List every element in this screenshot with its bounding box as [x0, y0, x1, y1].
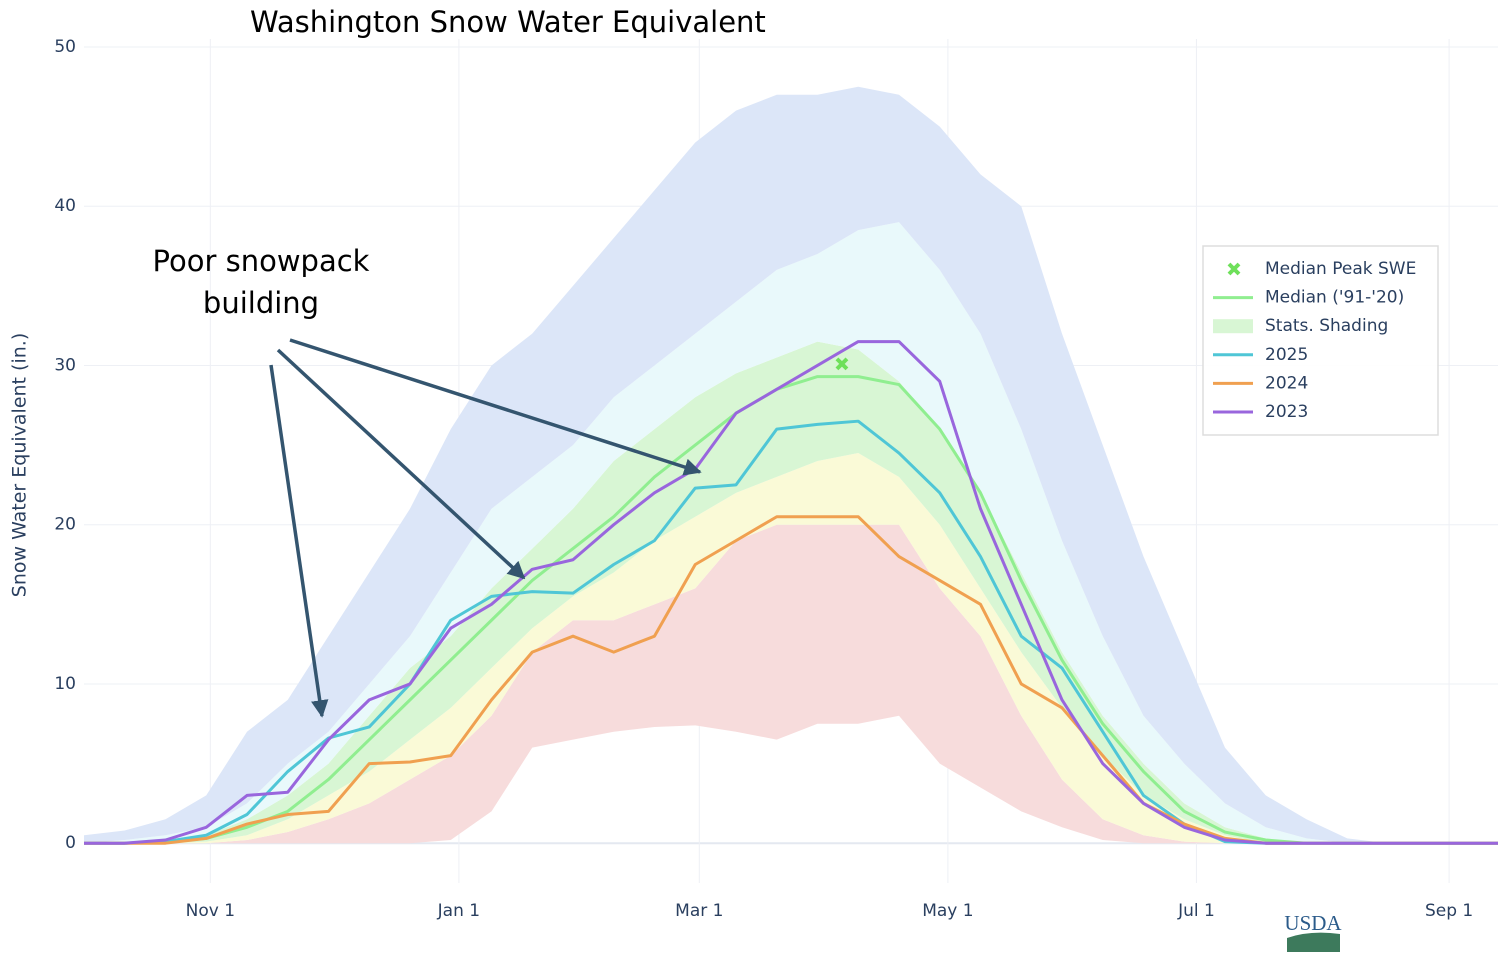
- shading-band: [84, 222, 1498, 844]
- logo-text: USDA: [1284, 911, 1342, 935]
- usda-logo: USDA: [1284, 911, 1342, 952]
- legend-box: [1202, 245, 1439, 436]
- x-tick-label: Sep 1: [1425, 901, 1473, 921]
- legend-marker: [1227, 262, 1241, 276]
- legend-swatch: [1213, 319, 1253, 334]
- x-tick-label: Jul 1: [1177, 901, 1215, 921]
- logo-shape: [1287, 932, 1340, 952]
- y-tick-label: 0: [65, 833, 76, 853]
- y-tick-label: 20: [54, 515, 76, 535]
- legend-label: 2024: [1265, 373, 1308, 393]
- chart-title: Washington Snow Water Equivalent: [250, 5, 766, 39]
- arrow: [289, 338, 702, 476]
- x-tick-label: Mar 1: [675, 901, 723, 921]
- legend-label: Median ('91-'20): [1265, 288, 1404, 308]
- lines: [84, 340, 1498, 845]
- legend-label: 2023: [1265, 402, 1308, 422]
- y-tick-label: 30: [54, 355, 76, 375]
- stats-shading: [84, 86, 1498, 844]
- x-tick-label: Nov 1: [186, 901, 235, 921]
- legend: Median Peak SWE Median ('91-'20) Stats. Sh…: [1202, 245, 1439, 436]
- annotation: building: [203, 286, 319, 320]
- x-tick-label: May 1: [922, 901, 973, 921]
- y-tick-label: 50: [54, 37, 76, 57]
- shading-band: [84, 86, 1498, 844]
- axes: 0 10 20 30 40 50 Nov 1 Jan 1 Mar 1 May 1 Jul 1 Sep …: [54, 37, 1473, 921]
- arrow: [276, 348, 526, 580]
- annotation-arrows: [269, 338, 702, 718]
- y-tick-label: 10: [54, 674, 76, 694]
- arrow: [269, 364, 329, 718]
- shading-band: [84, 524, 1498, 844]
- x-tick-label: Jan 1: [437, 901, 480, 921]
- y-tick-label: 40: [54, 196, 76, 216]
- series-line: [84, 340, 1498, 845]
- legend-label: Stats. Shading: [1265, 316, 1388, 336]
- y-axis-label: Snow Water Equivalent (in.): [9, 333, 31, 597]
- legend-label: Median Peak SWE: [1265, 259, 1416, 279]
- legend-label: 2025: [1265, 345, 1308, 365]
- shading-band: [84, 341, 1498, 844]
- shading-band: [84, 453, 1498, 844]
- annotation: Poor snowpack: [153, 244, 370, 278]
- median-peak-marker: [835, 357, 849, 371]
